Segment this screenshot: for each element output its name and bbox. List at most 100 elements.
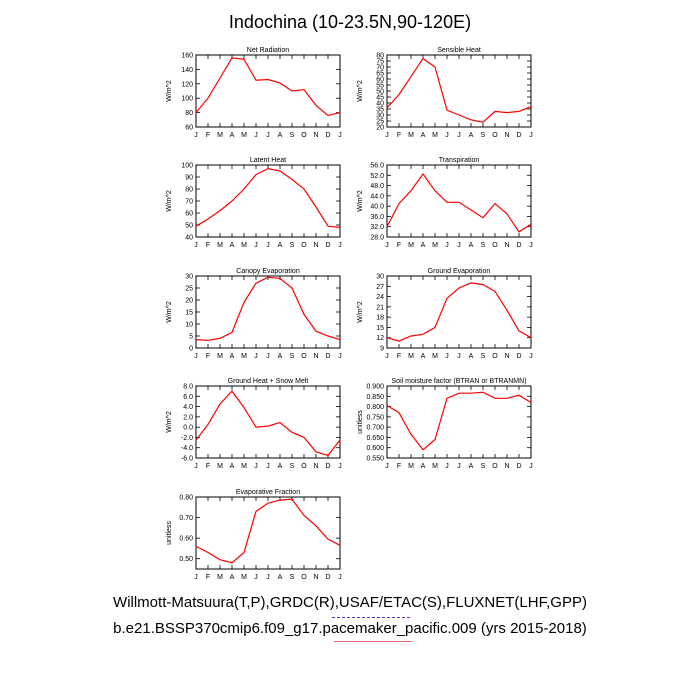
- data-point: [267, 168, 268, 169]
- y-tick-label: 27: [376, 284, 384, 291]
- x-tick-label: J: [457, 132, 461, 139]
- y-tick-label: 5: [189, 334, 193, 341]
- y-tick-label: 35: [376, 107, 384, 114]
- x-tick-label: M: [241, 353, 247, 360]
- data-point: [255, 511, 256, 512]
- data-point: [243, 552, 244, 553]
- y-tick-label: -2.0: [181, 435, 193, 442]
- x-tick-label: F: [206, 574, 210, 581]
- panel-7: Ground Heat + Snow Melt W/m^2 -6.0 -4.0 -2.0…: [166, 378, 342, 470]
- x-tick-label: S: [290, 463, 295, 470]
- data-point: [303, 515, 304, 516]
- x-tick-label: J: [254, 574, 258, 581]
- data-point: [207, 552, 208, 553]
- x-tick-label: J: [266, 463, 270, 470]
- x-tick-label: A: [421, 353, 426, 360]
- y-tick-label: 70: [185, 199, 193, 206]
- data-point: [434, 439, 435, 440]
- data-point: [518, 395, 519, 396]
- panel-title: Canopy Evaporation: [236, 268, 300, 275]
- plot-frame: [195, 275, 341, 349]
- x-tick-label: O: [492, 132, 498, 139]
- x-tick-label: D: [325, 574, 330, 581]
- data-point: [422, 58, 423, 59]
- x-tick-label: J: [457, 242, 461, 249]
- x-tick-label: J: [254, 242, 258, 249]
- data-point: [327, 539, 328, 540]
- data-point: [410, 190, 411, 191]
- data-point: [470, 393, 471, 394]
- plot-frame: [195, 164, 341, 238]
- data-point: [255, 427, 256, 428]
- y-tick-label: 60: [185, 125, 193, 132]
- x-tick-label: M: [408, 132, 414, 139]
- figure-title: Indochina (10-23.5N,90-120E): [228, 12, 472, 32]
- y-tick-label: 120: [181, 81, 193, 88]
- y-tick-label: 80: [185, 187, 193, 194]
- panel-title: Latent Heat: [250, 157, 286, 164]
- y-axis-label: W/m^2: [357, 301, 364, 323]
- case-name-caption: b.e21.BSSP370cmip6.f09_g17.pacemaker_pac…: [113, 620, 587, 637]
- y-tick-label: 12: [376, 335, 384, 342]
- data-point: [458, 393, 459, 394]
- x-tick-label: S: [481, 132, 486, 139]
- x-tick-label: J: [529, 353, 533, 360]
- x-tick-label: M: [217, 353, 223, 360]
- data-point: [410, 76, 411, 77]
- caption-solid-underline: [334, 641, 412, 642]
- data-point: [207, 424, 208, 425]
- y-tick-label: 50: [376, 89, 384, 96]
- data-point: [291, 287, 292, 288]
- data-point: [219, 338, 220, 339]
- data-point: [231, 57, 232, 58]
- data-point: [327, 455, 328, 456]
- y-tick-label: 140: [181, 67, 193, 74]
- x-tick-label: M: [217, 132, 223, 139]
- y-tick-label: 60: [185, 211, 193, 218]
- series-line: [386, 391, 532, 451]
- y-tick-label: 45: [376, 95, 384, 102]
- series-line: [195, 276, 341, 341]
- x-tick-label: A: [230, 242, 235, 249]
- data-point: [482, 122, 483, 123]
- panel-8: Soil moisture factor (BTRAN or BTRANMN) u…: [357, 378, 533, 470]
- x-tick-label: O: [492, 242, 498, 249]
- x-tick-label: O: [301, 132, 307, 139]
- y-tick-label: 56.0: [370, 163, 384, 170]
- x-tick-label: J: [254, 353, 258, 360]
- x-tick-label: F: [206, 132, 210, 139]
- x-tick-label: D: [325, 132, 330, 139]
- x-tick-label: M: [217, 463, 223, 470]
- y-tick-label: 8.0: [183, 384, 193, 391]
- x-tick-label: M: [408, 353, 414, 360]
- x-tick-label: J: [529, 242, 533, 249]
- x-tick-label: J: [385, 132, 389, 139]
- plot-frame: [386, 54, 532, 128]
- y-tick-label: 52.0: [370, 173, 384, 180]
- data-point: [386, 405, 387, 406]
- data-point: [482, 284, 483, 285]
- y-tick-label: 0.0: [183, 425, 193, 432]
- data-point: [530, 106, 531, 107]
- x-tick-label: F: [397, 242, 401, 249]
- data-point: [219, 210, 220, 211]
- y-tick-label: 0.80: [179, 495, 193, 502]
- x-tick-label: J: [266, 242, 270, 249]
- data-point: [494, 111, 495, 112]
- x-tick-label: A: [230, 463, 235, 470]
- x-tick-label: J: [385, 242, 389, 249]
- caption-dashed-underline: [332, 617, 410, 618]
- x-tick-label: F: [397, 353, 401, 360]
- x-tick-label: N: [313, 463, 318, 470]
- y-tick-label: 4.0: [183, 404, 193, 411]
- y-tick-label: 40: [376, 101, 384, 108]
- x-tick-label: J: [266, 132, 270, 139]
- data-point: [279, 170, 280, 171]
- x-tick-label: N: [504, 132, 509, 139]
- data-point: [446, 110, 447, 111]
- data-point: [398, 341, 399, 342]
- y-tick-label: 10: [185, 322, 193, 329]
- data-point: [518, 111, 519, 112]
- series-line: [195, 167, 341, 228]
- data-point: [506, 310, 507, 311]
